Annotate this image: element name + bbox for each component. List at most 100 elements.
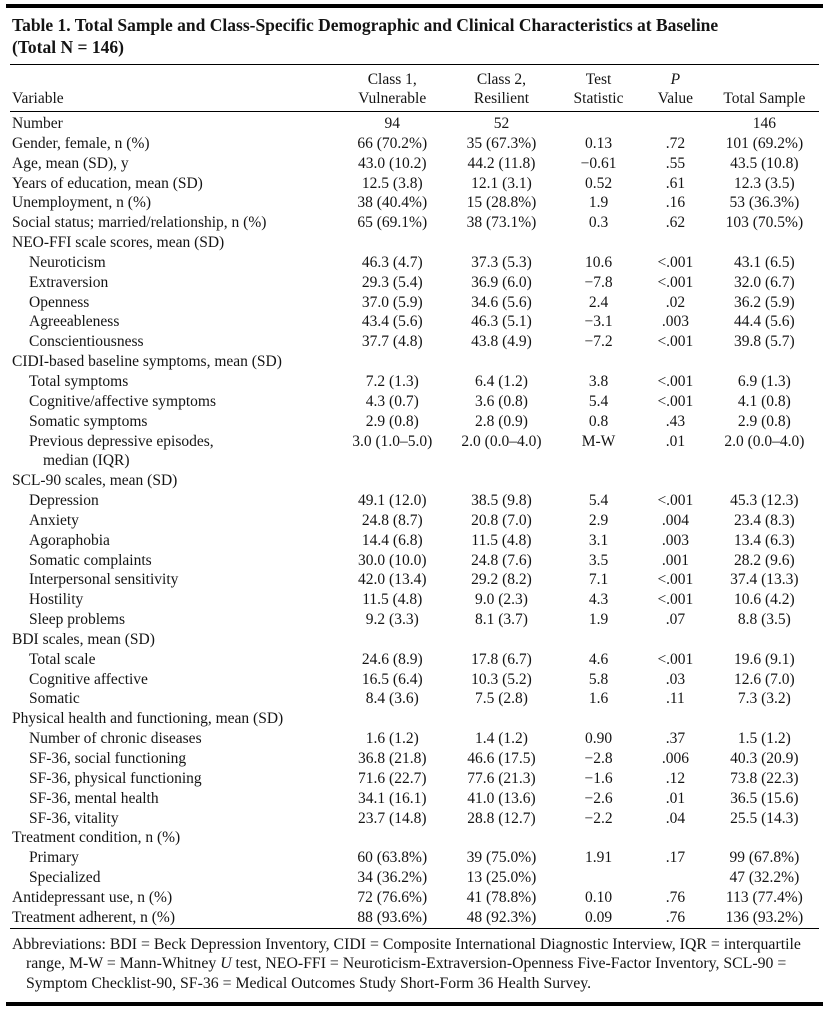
cell-class1: 2.9 (0.8)	[365, 412, 419, 430]
col-header-class1-vulnerable: Class 1, Vulnerable	[337, 65, 447, 112]
cell-class1: 24.6 (8.9)	[361, 650, 423, 668]
cell-class2: 15 (28.8%)	[466, 194, 537, 212]
cell-total-sample: 6.9 (1.3)	[737, 372, 791, 390]
row-label: Hostility	[29, 591, 84, 609]
data-row: Previous depressive episodes, median (IQR…	[10, 432, 819, 472]
cell-p-value: .006	[661, 750, 689, 767]
cell-class2: 35 (67.3%)	[466, 134, 537, 152]
data-row: Neuroticism 46.3 (4.7) 37.3 (5.3) 10.6 <.001…	[10, 253, 819, 273]
cell-class2: 28.8 (12.7)	[467, 809, 536, 827]
cell-test-statistic: 0.8	[588, 412, 609, 430]
cell-class2: 34.6 (5.6)	[471, 293, 532, 311]
cell-class2: 46.6 (17.5)	[467, 750, 536, 767]
cell-total-sample: 13.4 (6.3)	[734, 531, 795, 549]
row-label: Somatic	[29, 690, 80, 708]
cell-total-sample: 103 (70.5%)	[725, 214, 804, 232]
data-row: Anxiety 24.8 (8.7) 20.8 (7.0) 2.9 .004 23.4 (…	[10, 511, 819, 531]
cell-test-statistic: 2.9	[588, 511, 609, 529]
cell-class1: 30.0 (10.0)	[358, 551, 427, 569]
cell-test-statistic	[556, 471, 641, 491]
cell-class2: 38.5 (9.8)	[471, 492, 532, 510]
row-label: Somatic complaints	[29, 551, 152, 569]
cell-total-sample: 8.8 (3.5)	[737, 611, 791, 629]
row-label: Anxiety	[29, 511, 79, 529]
table-title-line2: (Total N = 146)	[12, 36, 124, 57]
col-header-variable: Variable	[10, 65, 338, 112]
data-row: Years of education, mean (SD) 12.5 (3.8) 1…	[10, 174, 819, 194]
cell-class2	[447, 828, 556, 848]
cell-class1: 29.3 (5.4)	[361, 273, 423, 291]
cell-total-sample: 45.3 (12.3)	[730, 492, 799, 510]
cell-class1: 4.3 (0.7)	[365, 392, 419, 410]
cell-class2: 46.3 (5.1)	[471, 313, 532, 331]
data-row: Total symptoms 7.2 (1.3) 6.4 (1.2) 3.8 <.001…	[10, 372, 819, 392]
cell-test-statistic: 5.4	[588, 392, 609, 410]
section-label: SCL-90 scales, mean (SD)	[12, 472, 178, 490]
cell-p-value: .76	[665, 908, 686, 926]
cell-p-value	[641, 630, 710, 650]
cell-total-sample: 10.6 (4.2)	[734, 591, 795, 609]
row-label: Treatment adherent, n (%)	[12, 908, 175, 926]
section-row: CIDI-based baseline symptoms, mean (SD)	[10, 352, 819, 372]
cell-test-statistic: −1.6	[584, 769, 613, 787]
section-row: NEO-FFI scale scores, mean (SD)	[10, 233, 819, 253]
section-row: Treatment condition, n (%)	[10, 828, 819, 848]
cell-total-sample: 101 (69.2%)	[725, 134, 804, 152]
data-row: Antidepressant use, n (%) 72 (76.6%) 41 (7…	[10, 888, 819, 908]
cell-class2: 17.8 (6.7)	[471, 650, 532, 668]
data-row: Cognitive affective 16.5 (6.4) 10.3 (5.2) 5…	[10, 670, 819, 690]
row-label: Depression	[29, 492, 99, 510]
cell-class2: 2.0 (0.0–4.0)	[461, 432, 542, 450]
cell-class2: 43.8 (4.9)	[471, 333, 532, 351]
section-row: SCL-90 scales, mean (SD)	[10, 471, 819, 491]
cell-test-statistic: −2.8	[584, 750, 613, 767]
data-row: Interpersonal sensitivity 42.0 (13.4) 29.2…	[10, 570, 819, 590]
cell-p-value: <.001	[657, 253, 694, 271]
row-label: Years of education, mean (SD)	[12, 174, 203, 192]
cell-class1: 12.5 (3.8)	[361, 174, 423, 192]
cell-test-statistic	[556, 709, 641, 729]
cell-p-value: .11	[665, 690, 685, 708]
cell-class2	[447, 709, 556, 729]
cell-class1	[338, 630, 447, 650]
section-label: BDI scales, mean (SD)	[12, 630, 155, 648]
cell-p-value: .17	[665, 849, 686, 867]
cell-test-statistic: −3.1	[584, 313, 613, 331]
cell-total-sample: 25.5 (14.3)	[730, 809, 799, 827]
cell-p-value: .03	[665, 670, 686, 688]
cell-p-value: <.001	[657, 392, 694, 410]
cell-p-value: .01	[665, 789, 686, 807]
row-label: Primary	[29, 849, 79, 867]
row-label: Openness	[29, 293, 90, 311]
col-header-class2-resilient: Class 2, Resilient	[446, 65, 557, 112]
characteristics-table: Variable Class 1, Vulnerable Class 2, Re…	[10, 65, 819, 928]
data-row: Hostility 11.5 (4.8) 9.0 (2.3) 4.3 <.001 10.6…	[10, 590, 819, 610]
cell-class1: 71.6 (22.7)	[358, 769, 427, 787]
row-label: Unemployment, n (%)	[12, 194, 152, 212]
cell-class2: 12.1 (3.1)	[471, 174, 532, 192]
cell-class1: 34 (36.2%)	[357, 869, 428, 887]
cell-test-statistic: 1.9	[588, 611, 609, 629]
cell-p-value: <.001	[657, 333, 694, 351]
cell-p-value: .16	[665, 194, 686, 212]
row-label: Interpersonal sensitivity	[29, 571, 179, 589]
cell-class2: 6.4 (1.2)	[474, 372, 528, 390]
row-label: Specialized	[29, 869, 101, 887]
row-label: Agreeableness	[29, 313, 120, 331]
cell-p-value: <.001	[657, 591, 694, 609]
col-header-total-sample: Total Sample	[709, 65, 819, 112]
cell-class2: 52	[493, 115, 510, 132]
cell-class1: 23.7 (14.8)	[358, 809, 427, 827]
cell-class1: 7.2 (1.3)	[365, 372, 419, 390]
cell-total-sample: 7.3 (3.2)	[737, 690, 791, 708]
table-header: Variable Class 1, Vulnerable Class 2, Re…	[10, 65, 819, 112]
cell-total-sample	[710, 352, 819, 372]
cell-test-statistic: −0.61	[580, 154, 617, 172]
cell-class1: 37.7 (4.8)	[361, 333, 423, 351]
cell-total-sample: 4.1 (0.8)	[737, 392, 791, 410]
cell-class1: 8.4 (3.6)	[365, 690, 419, 708]
cell-total-sample: 47 (32.2%)	[729, 869, 800, 887]
cell-total-sample: 136 (93.2%)	[725, 908, 804, 926]
cell-test-statistic: 0.52	[584, 174, 613, 192]
cell-class2: 39 (75.0%)	[466, 849, 537, 867]
